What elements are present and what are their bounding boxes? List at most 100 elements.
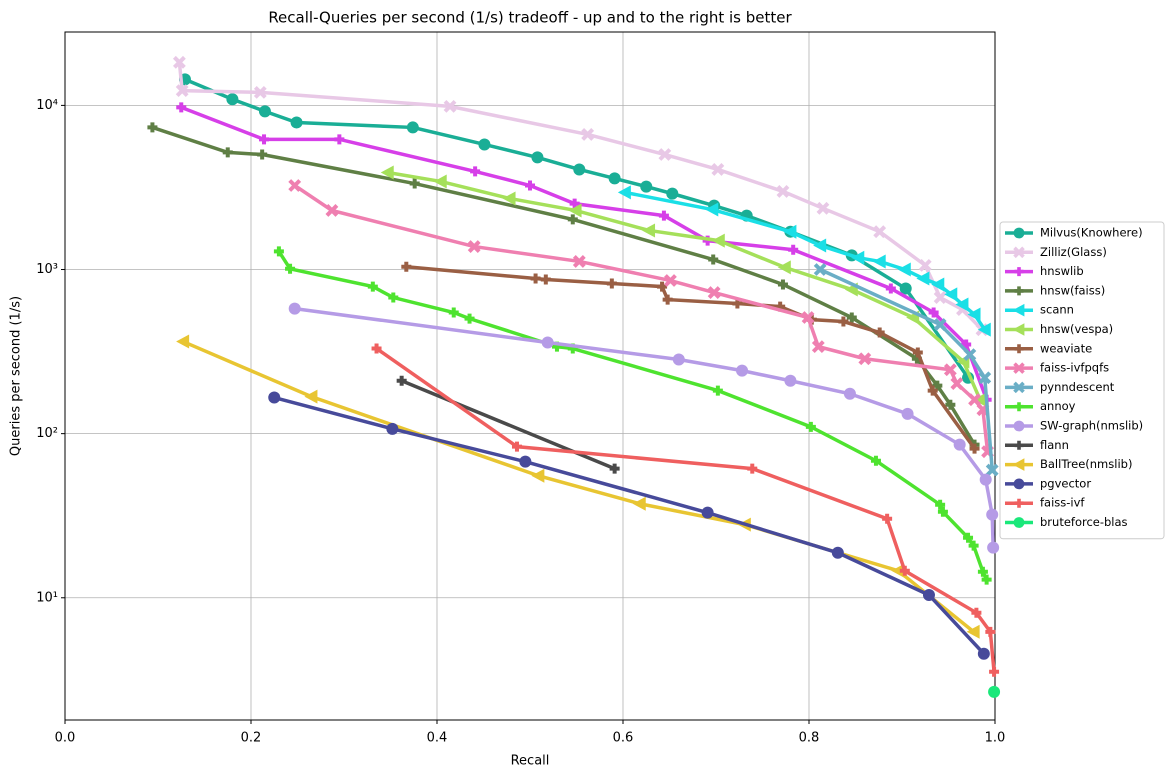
marker: [916, 271, 930, 286]
legend-marker: [1012, 323, 1025, 336]
marker: [519, 455, 532, 468]
marker: [290, 116, 303, 129]
marker: [963, 348, 977, 362]
marker: [176, 102, 187, 113]
marker: [525, 180, 535, 191]
legend-label: weaviate: [1040, 341, 1092, 355]
marker: [966, 624, 980, 639]
legend-label: Zilliz(Glass): [1040, 245, 1107, 259]
marker: [609, 463, 620, 474]
marker: [617, 185, 631, 200]
marker: [979, 473, 992, 486]
marker: [253, 85, 267, 99]
marker: [273, 246, 284, 257]
marker: [259, 134, 270, 145]
marker: [464, 313, 475, 324]
legend-marker: [1012, 458, 1025, 471]
legend-marker: [1013, 517, 1025, 528]
marker: [882, 513, 893, 524]
marker: [367, 281, 378, 292]
series-line: [273, 395, 986, 655]
marker: [396, 375, 407, 386]
marker: [788, 244, 799, 255]
marker: [658, 148, 672, 161]
marker: [530, 273, 541, 284]
marker: [989, 666, 1000, 677]
legend-label: scann: [1040, 303, 1074, 317]
legend-marker: [1014, 440, 1024, 450]
marker: [433, 174, 447, 189]
marker: [831, 546, 844, 559]
x-axis-label: Recall: [511, 754, 550, 769]
series-line: [277, 250, 989, 581]
marker: [502, 191, 516, 206]
marker: [931, 277, 945, 292]
y-axis-label: Queries per second (1/s): [9, 296, 24, 456]
marker: [977, 322, 991, 337]
marker: [257, 149, 268, 160]
legend-label: hnsw(faiss): [1040, 283, 1105, 297]
marker: [968, 540, 979, 551]
legend-label: faiss-ivfpqfs: [1040, 361, 1109, 375]
marker: [226, 93, 239, 106]
marker: [784, 374, 797, 387]
legend-marker: [1013, 362, 1025, 374]
marker: [175, 84, 189, 98]
marker: [666, 187, 679, 200]
marker: [268, 391, 281, 404]
marker: [922, 588, 935, 601]
x-tick-label: 0.2: [241, 731, 262, 746]
marker: [897, 262, 911, 277]
marker: [851, 250, 865, 265]
marker: [899, 565, 910, 576]
marker: [950, 377, 964, 390]
legend-label: hnsw(vespa): [1040, 322, 1113, 336]
marker: [838, 316, 849, 327]
series-line: [177, 62, 984, 331]
legend-label: faiss-ivf: [1040, 496, 1085, 510]
marker: [963, 532, 974, 543]
marker: [568, 203, 582, 218]
marker: [783, 224, 797, 239]
marker: [567, 214, 578, 225]
marker: [712, 385, 723, 396]
marker: [873, 225, 887, 239]
marker: [470, 166, 481, 177]
marker: [885, 283, 896, 294]
marker: [176, 334, 190, 349]
marker: [569, 198, 580, 209]
marker: [937, 506, 948, 517]
series-line: [293, 184, 990, 452]
marker: [573, 163, 586, 176]
marker: [572, 255, 586, 268]
marker: [288, 302, 301, 315]
marker: [971, 607, 982, 618]
marker: [747, 463, 758, 474]
marker: [985, 463, 999, 477]
marker: [541, 336, 554, 349]
marker: [334, 134, 345, 145]
marker: [711, 163, 725, 176]
marker: [943, 363, 957, 377]
marker: [953, 438, 966, 451]
marker: [969, 443, 980, 454]
legend-marker: [1013, 227, 1025, 239]
x-tick-label: 0.0: [55, 731, 76, 746]
marker: [858, 352, 872, 366]
marker: [711, 233, 725, 248]
legend-marker: [1012, 303, 1025, 317]
legend-label: hnswlib: [1040, 264, 1084, 278]
x-tick-label: 0.6: [613, 731, 634, 746]
marker: [388, 292, 399, 303]
marker: [707, 286, 721, 299]
legend-marker: [1014, 344, 1024, 354]
marker: [777, 260, 791, 275]
marker: [901, 407, 914, 420]
marker: [912, 347, 923, 358]
y-tick-label: 10²: [36, 426, 58, 441]
legend-marker: [1014, 267, 1024, 277]
marker: [872, 254, 886, 269]
marker: [813, 238, 827, 253]
marker: [981, 574, 992, 585]
marker: [813, 263, 827, 276]
